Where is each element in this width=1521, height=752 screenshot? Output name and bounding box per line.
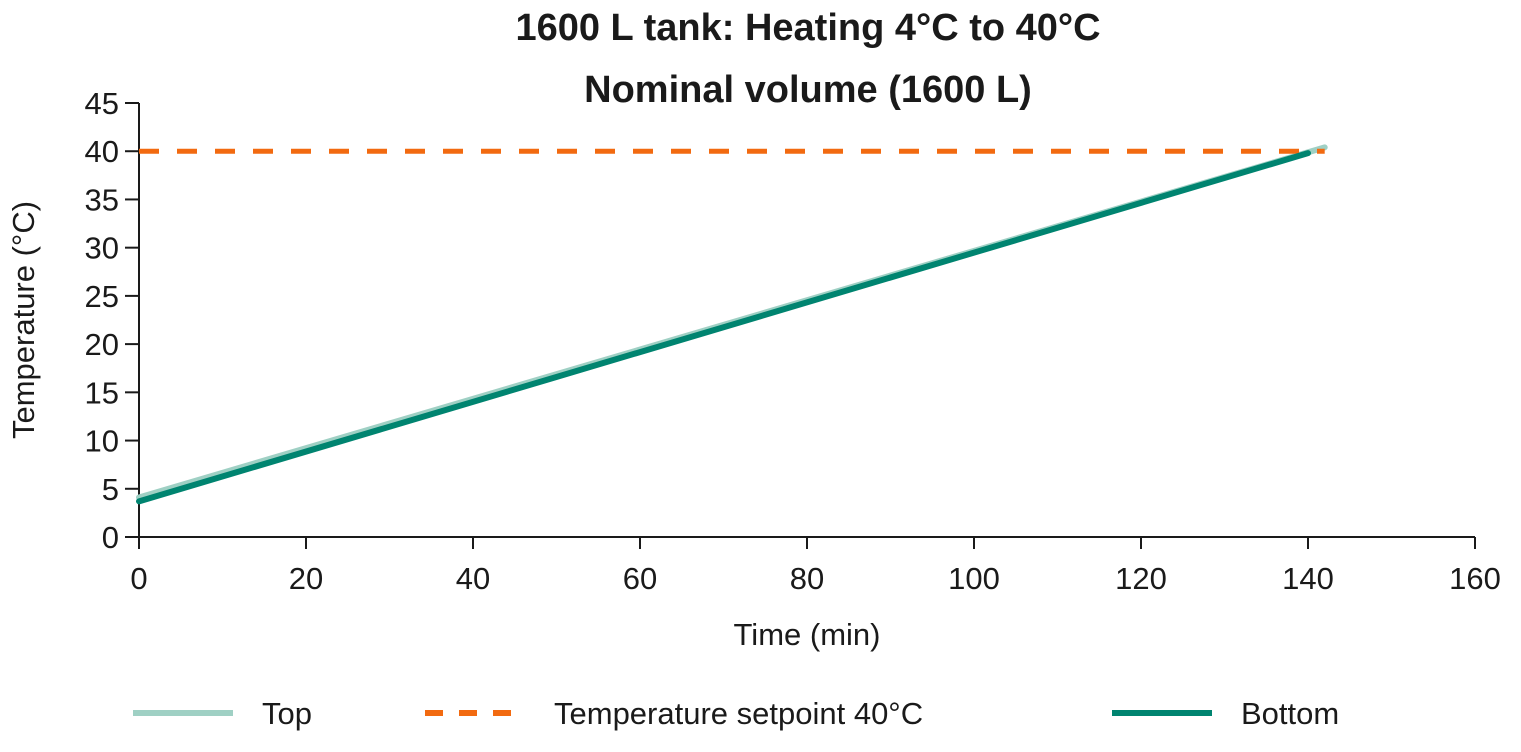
y-tick-label: 45: [85, 86, 119, 121]
legend-label: Bottom: [1241, 696, 1339, 731]
x-tick-label: 120: [1115, 561, 1167, 596]
y-tick-label: 5: [102, 472, 119, 507]
x-tick-label: 0: [130, 561, 147, 596]
y-tick-label: 25: [85, 279, 119, 314]
x-tick-label: 40: [456, 561, 490, 596]
x-tick-label: 60: [623, 561, 657, 596]
chart-title-line-2: Nominal volume (1600 L): [584, 69, 1032, 111]
x-tick-label: 100: [948, 561, 1000, 596]
legend-label: Temperature setpoint 40°C: [554, 696, 923, 731]
axes: 0 5 10 15 20 25 30 35 40 45 0 20 40 60 80 100 120 140 160: [85, 86, 1501, 596]
series-group: [136, 144, 1328, 505]
y-tick-label: 40: [85, 134, 119, 169]
y-tick-label: 0: [102, 520, 119, 555]
y-axis-label: Temperature (°C): [6, 201, 41, 439]
x-tick-label: 20: [289, 561, 323, 596]
y-tick-label: 10: [85, 424, 119, 459]
legend-label: Top: [262, 696, 312, 731]
chart-title-line-1: 1600 L tank: Heating 4°C to 40°C: [515, 7, 1100, 49]
y-tick-label: 35: [85, 182, 119, 217]
y-tick-label: 15: [85, 375, 119, 410]
x-tick-label: 140: [1282, 561, 1334, 596]
x-axis-label: Time (min): [734, 617, 881, 652]
legend: Top Temperature setpoint 40°C Bottom: [133, 696, 1339, 731]
y-tick-label: 20: [85, 327, 119, 362]
x-tick-label: 80: [790, 561, 824, 596]
x-tick-label: 160: [1449, 561, 1501, 596]
series-line-bottom: [136, 150, 1311, 505]
y-tick-label: 30: [85, 231, 119, 266]
